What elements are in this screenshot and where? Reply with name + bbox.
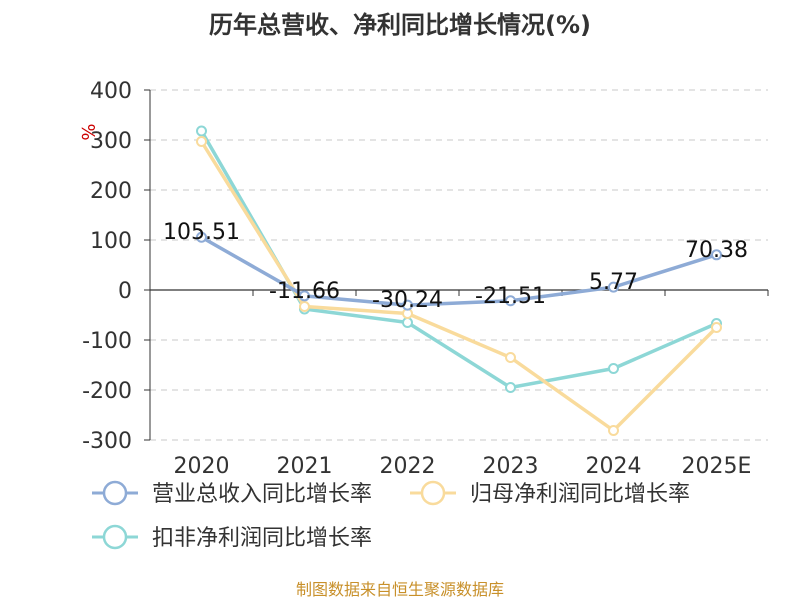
legend-swatch-marker	[102, 524, 128, 550]
x-tick-label: 2021	[277, 454, 333, 479]
legend-label: 扣非净利润同比增长率	[152, 526, 372, 551]
data-point	[608, 363, 619, 374]
data-point	[608, 425, 619, 436]
y-axis-unit: %	[77, 123, 98, 140]
data-point	[608, 281, 619, 293]
data-point	[196, 136, 207, 147]
y-tick-label: 100	[90, 229, 132, 254]
data-label: 70.38	[685, 238, 748, 263]
data-point	[711, 249, 722, 261]
data-point	[299, 301, 310, 312]
data-labels: 105.51 -11.66 -30.24 -21.51 5.77 70.38	[163, 220, 748, 313]
data-label: -30.24	[372, 288, 443, 313]
legend-swatch-marker	[420, 480, 446, 506]
y-tick-label: -200	[82, 379, 132, 404]
data-point	[402, 299, 413, 311]
x-tick-label: 2025E	[682, 454, 752, 479]
data-point	[196, 125, 207, 137]
y-tick-label: 400	[90, 79, 132, 104]
chart-title: 历年总营收、净利同比增长情况(%)	[209, 11, 591, 39]
y-tick-label: 0	[118, 279, 132, 304]
x-tick-label: 2022	[380, 454, 436, 479]
data-point	[505, 382, 516, 393]
data-point	[505, 295, 516, 307]
legend-label: 营业总收入同比增长率	[152, 482, 372, 507]
data-label: 5.77	[589, 270, 638, 295]
y-tick-label: -300	[82, 429, 132, 454]
x-tick-label: 2020	[174, 454, 230, 479]
data-point	[299, 290, 310, 302]
axes: 400 300 200 100 0 -100 -200 -300 2020 2021 2022 202…	[82, 79, 769, 479]
source-note: 制图数据来自恒生聚源数据库	[296, 580, 504, 599]
legend-swatch-marker	[102, 480, 128, 506]
data-point	[402, 317, 413, 328]
y-tick-label: 200	[90, 179, 132, 204]
grid	[150, 89, 768, 441]
series-line	[200, 235, 718, 307]
data-point	[196, 231, 207, 243]
series-line	[199, 130, 718, 390]
x-tick-label: 2024	[586, 454, 642, 479]
x-tick-label: 2023	[483, 454, 539, 479]
y-tick-label: 300	[90, 129, 132, 154]
y-tick-label: -100	[82, 329, 132, 354]
data-label: -21.51	[475, 284, 546, 309]
data-point	[505, 352, 516, 363]
series-group	[196, 125, 722, 436]
data-label: 105.51	[163, 220, 240, 245]
data-label: -11.66	[269, 279, 340, 304]
data-point	[711, 322, 722, 333]
legend-label: 归母净利润同比增长率	[470, 482, 690, 507]
series-line	[200, 140, 718, 433]
